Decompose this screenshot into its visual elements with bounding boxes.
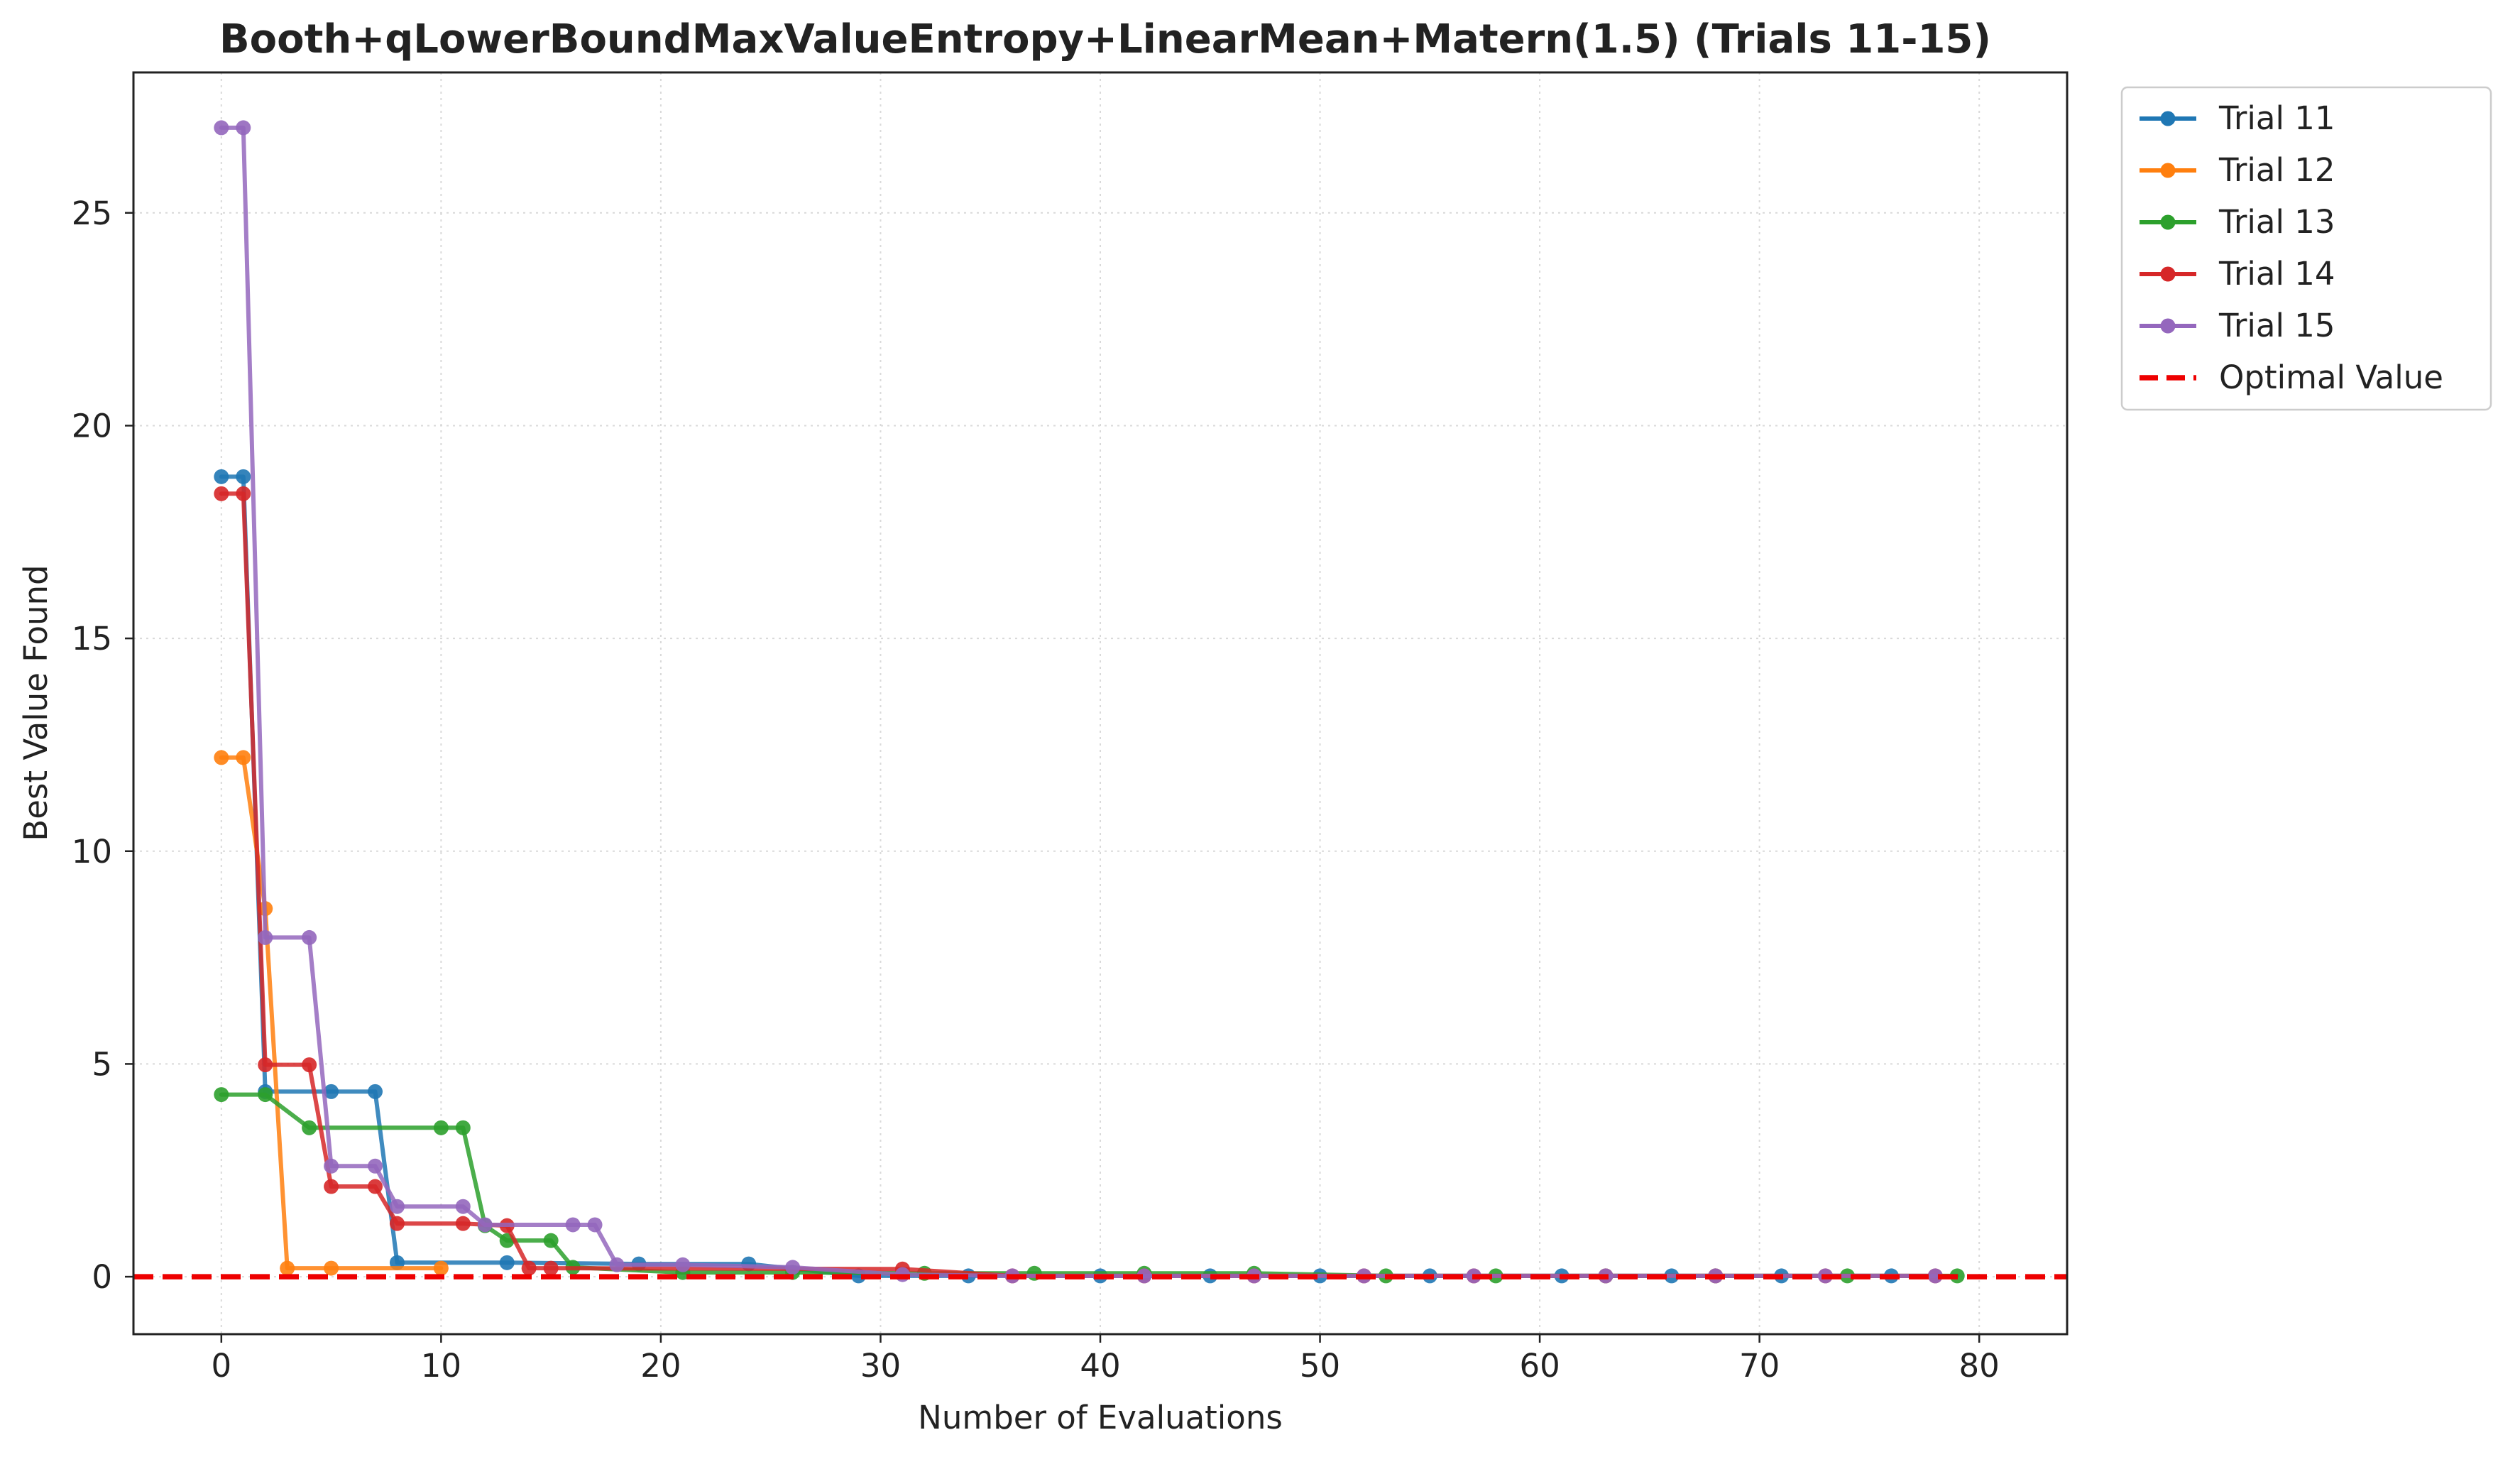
data-point: [214, 1087, 229, 1103]
data-point: [236, 469, 251, 484]
data-point: [477, 1217, 493, 1233]
series-line: [219, 491, 1938, 1278]
data-point: [1136, 1268, 1152, 1284]
legend-label: Trial 13: [2218, 203, 2335, 241]
axis-ticks: 0 10 20 30 40 50 60 70 80 0 5 10 15 20 25: [72, 195, 2000, 1385]
series-trial-13: [214, 1087, 1965, 1284]
x-tick-label: 70: [1739, 1347, 1780, 1385]
data-point: [499, 1255, 515, 1270]
x-axis-label: Number of Evaluations: [918, 1399, 1283, 1436]
data-point: [455, 1120, 471, 1135]
grid: [133, 72, 2067, 1334]
data-point: [1927, 1268, 1943, 1284]
x-tick-label: 0: [211, 1347, 231, 1385]
legend-label: Trial 15: [2218, 307, 2335, 344]
y-axis-label: Best Value Found: [17, 564, 55, 841]
series-trial-15: [214, 120, 1943, 1284]
data-point: [609, 1257, 625, 1272]
data-point: [236, 120, 251, 136]
data-point: [302, 1120, 317, 1135]
data-point: [214, 469, 229, 484]
data-point: [389, 1216, 405, 1231]
data-point: [368, 1158, 383, 1174]
y-tick-label: 10: [72, 833, 112, 871]
data-point: [389, 1199, 405, 1214]
data-point: [368, 1179, 383, 1194]
series-line: [219, 125, 1938, 1278]
legend-entry: Trial 14: [2140, 255, 2335, 293]
data-point: [433, 1260, 449, 1276]
legend-marker: [2160, 111, 2176, 126]
legend-label: Trial 11: [2218, 99, 2335, 137]
y-tick-label: 20: [72, 407, 112, 444]
data-point: [324, 1158, 339, 1174]
data-point: [324, 1084, 339, 1099]
y-tick-label: 25: [72, 195, 112, 232]
legend-entry: Trial 12: [2140, 151, 2335, 189]
y-tick-label: 15: [72, 620, 112, 657]
x-tick-label: 60: [1519, 1347, 1560, 1385]
plot-series: [214, 120, 1965, 1284]
legend-marker: [2160, 214, 2176, 230]
data-point: [214, 120, 229, 136]
legend-entry: Trial 15: [2140, 307, 2335, 344]
data-point: [214, 486, 229, 501]
legend: Trial 11 Trial 12 Trial 13 Trial 14 Trial 15…: [2120, 86, 2492, 411]
legend-marker: [2160, 163, 2176, 178]
data-point: [675, 1257, 691, 1272]
data-point: [587, 1217, 603, 1233]
legend-entry: Optimal Value: [2140, 359, 2443, 396]
chart-title: Booth+qLowerBoundMaxValueEntropy+LinearM…: [219, 16, 1991, 62]
data-point: [302, 929, 317, 945]
data-point: [214, 750, 229, 765]
x-tick-label: 40: [1080, 1347, 1120, 1385]
legend-label: Trial 14: [2218, 255, 2335, 293]
data-point: [258, 929, 273, 945]
data-point: [565, 1217, 581, 1233]
series-trial-12: [214, 750, 449, 1276]
data-point: [324, 1260, 339, 1276]
y-tick-label: 5: [92, 1045, 112, 1083]
data-point: [368, 1084, 383, 1099]
x-tick-label: 10: [421, 1347, 461, 1385]
y-tick-label: 0: [92, 1258, 112, 1296]
data-point: [543, 1260, 559, 1276]
legend-entry: Trial 11: [2140, 99, 2335, 137]
x-tick-label: 50: [1300, 1347, 1340, 1385]
data-point: [258, 1057, 273, 1073]
data-point: [236, 750, 251, 765]
series-trial-11: [214, 469, 1899, 1284]
plot-frame: [132, 71, 2069, 1336]
data-point: [258, 1087, 273, 1103]
legend-box: [2120, 86, 2492, 411]
x-tick-label: 20: [640, 1347, 681, 1385]
legend-label: Trial 12: [2218, 151, 2335, 189]
data-point: [455, 1216, 471, 1231]
legend-label: Optimal Value: [2219, 359, 2443, 396]
data-point: [455, 1199, 471, 1214]
legend-marker: [2160, 266, 2176, 282]
data-point: [785, 1260, 801, 1275]
data-point: [302, 1057, 317, 1073]
legend-entry: Trial 13: [2140, 203, 2335, 241]
data-point: [521, 1260, 537, 1276]
legend-marker: [2160, 318, 2176, 334]
x-tick-label: 30: [860, 1347, 901, 1385]
data-point: [236, 486, 251, 501]
series-line: [219, 474, 1894, 1278]
x-tick-label: 80: [1959, 1347, 2000, 1385]
data-point: [324, 1179, 339, 1194]
series-line: [219, 1092, 1960, 1278]
data-point: [280, 1260, 295, 1276]
data-point: [543, 1233, 559, 1248]
data-point: [433, 1120, 449, 1135]
